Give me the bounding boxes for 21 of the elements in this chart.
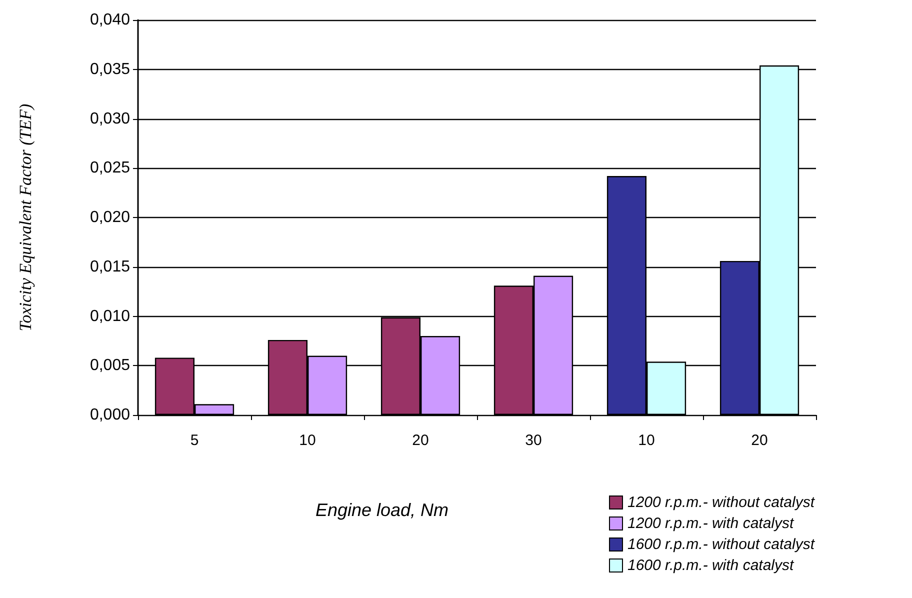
- x-tick-label: 20: [412, 432, 429, 449]
- y-tick-label: 0,035: [90, 60, 130, 78]
- legend-label: 1600 r.p.m.- with catalyst: [628, 557, 795, 574]
- x-tick-label: 10: [638, 432, 655, 449]
- x-tick-label: 30: [525, 432, 542, 449]
- legend-label: 1200 r.p.m.- with catalyst: [628, 515, 795, 532]
- x-tick-label: 20: [751, 432, 768, 449]
- x-axis-title: Engine load, Nm: [315, 500, 449, 520]
- x-tick-label: 5: [190, 432, 199, 449]
- y-tick-label: 0,000: [90, 406, 130, 424]
- y-tick-label: 0,005: [90, 357, 130, 374]
- x-tick-label: 10: [299, 432, 316, 449]
- legend-label: 1200 r.p.m.- without catalyst: [628, 494, 816, 511]
- y-tick-label: 0,025: [90, 160, 130, 177]
- legend-label: 1600 r.p.m.- without catalyst: [628, 536, 816, 553]
- y-tick-label: 0,020: [90, 209, 130, 226]
- y-tick-label: 0,040: [90, 12, 130, 28]
- y-tick-label: 0,030: [90, 110, 130, 128]
- y-axis-title: Toxicity Equivalent Factor (TEF): [16, 103, 35, 332]
- y-tick-label: 0,015: [90, 258, 130, 276]
- y-tick-label: 0,010: [90, 308, 130, 325]
